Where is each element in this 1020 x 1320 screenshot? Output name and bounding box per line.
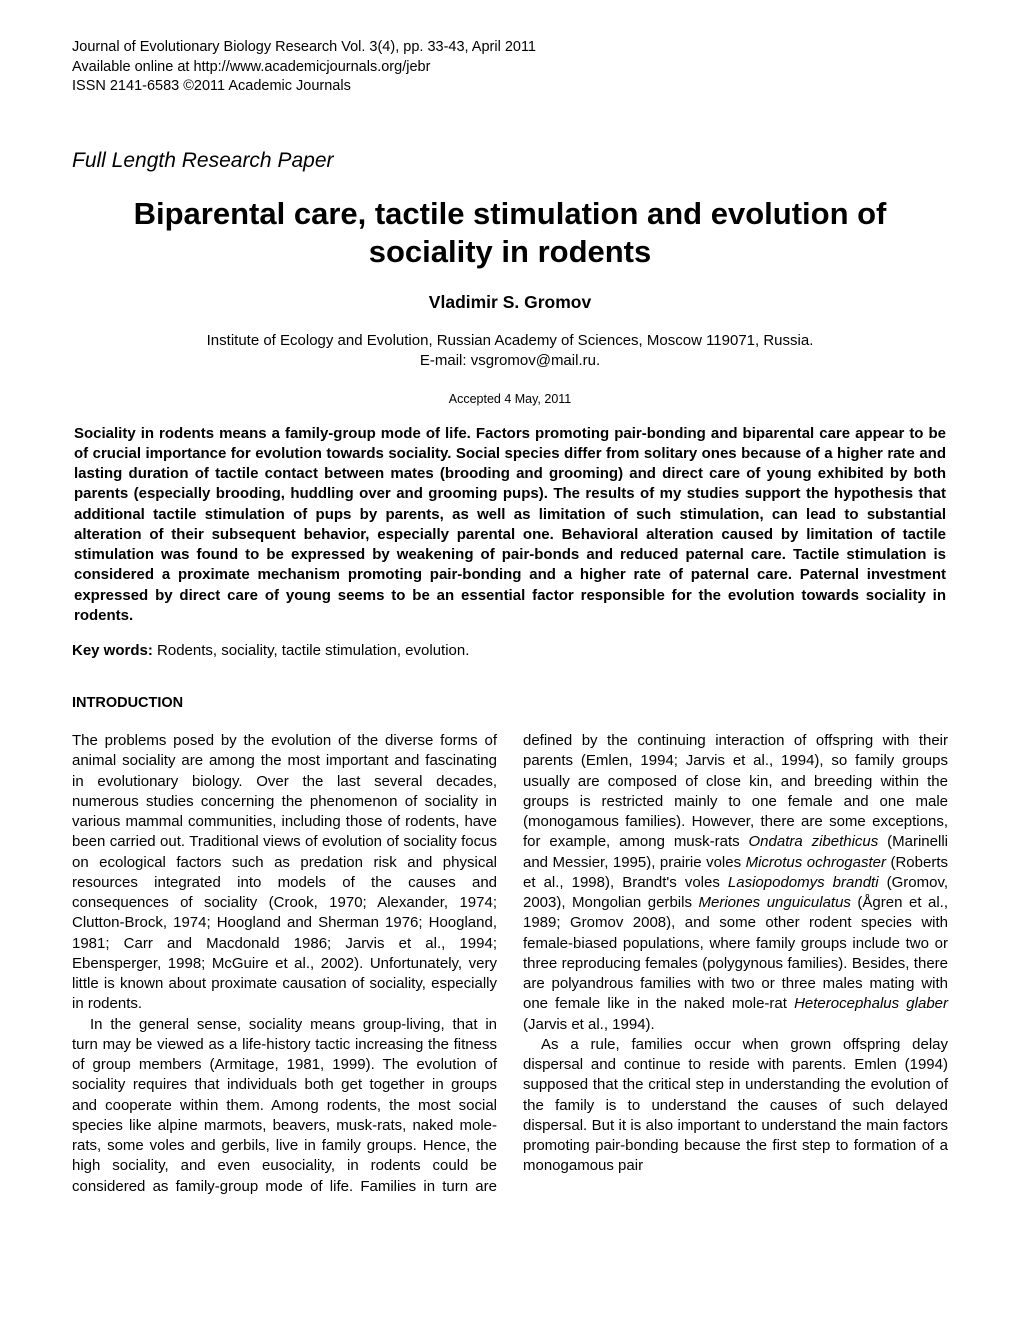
author-name: Vladimir S. Gromov [72, 292, 948, 313]
species-meriones: Meriones unguiculatus [698, 894, 850, 911]
intro-paragraph-1: The problems posed by the evolution of t… [72, 731, 497, 1015]
species-lasiopodomys: Lasiopodomys brandti [728, 874, 879, 891]
affiliation-block: Institute of Ecology and Evolution, Russ… [72, 331, 948, 372]
species-microtus: Microtus ochrogaster [746, 854, 886, 871]
species-heterocephalus: Heterocephalus glaber [794, 995, 948, 1012]
paper-title: Biparental care, tactile stimulation and… [72, 195, 948, 273]
species-ondatra: Ondatra zibethicus [749, 833, 879, 850]
journal-issn: ISSN 2141-6583 ©2011 Academic Journals [72, 77, 948, 97]
intro-paragraph-3: As a rule, families occur when grown off… [523, 1035, 948, 1177]
accepted-date: Accepted 4 May, 2011 [72, 392, 948, 406]
keywords-text: Rodents, sociality, tactile stimulation,… [153, 642, 470, 659]
introduction-body: The problems posed by the evolution of t… [72, 731, 948, 1197]
journal-header: Journal of Evolutionary Biology Research… [72, 38, 948, 97]
journal-url: Available online at http://www.academicj… [72, 58, 948, 78]
introduction-heading: INTRODUCTION [72, 695, 948, 711]
journal-line: Journal of Evolutionary Biology Research… [72, 38, 948, 58]
affiliation-email: E-mail: vsgromov@mail.ru. [72, 351, 948, 371]
paper-type-label: Full Length Research Paper [72, 149, 948, 173]
keywords-line: Key words: Rodents, sociality, tactile s… [72, 642, 948, 659]
abstract-text: Sociality in rodents means a family-grou… [72, 424, 948, 627]
keywords-label: Key words: [72, 642, 153, 659]
affiliation-institute: Institute of Ecology and Evolution, Russ… [72, 331, 948, 351]
